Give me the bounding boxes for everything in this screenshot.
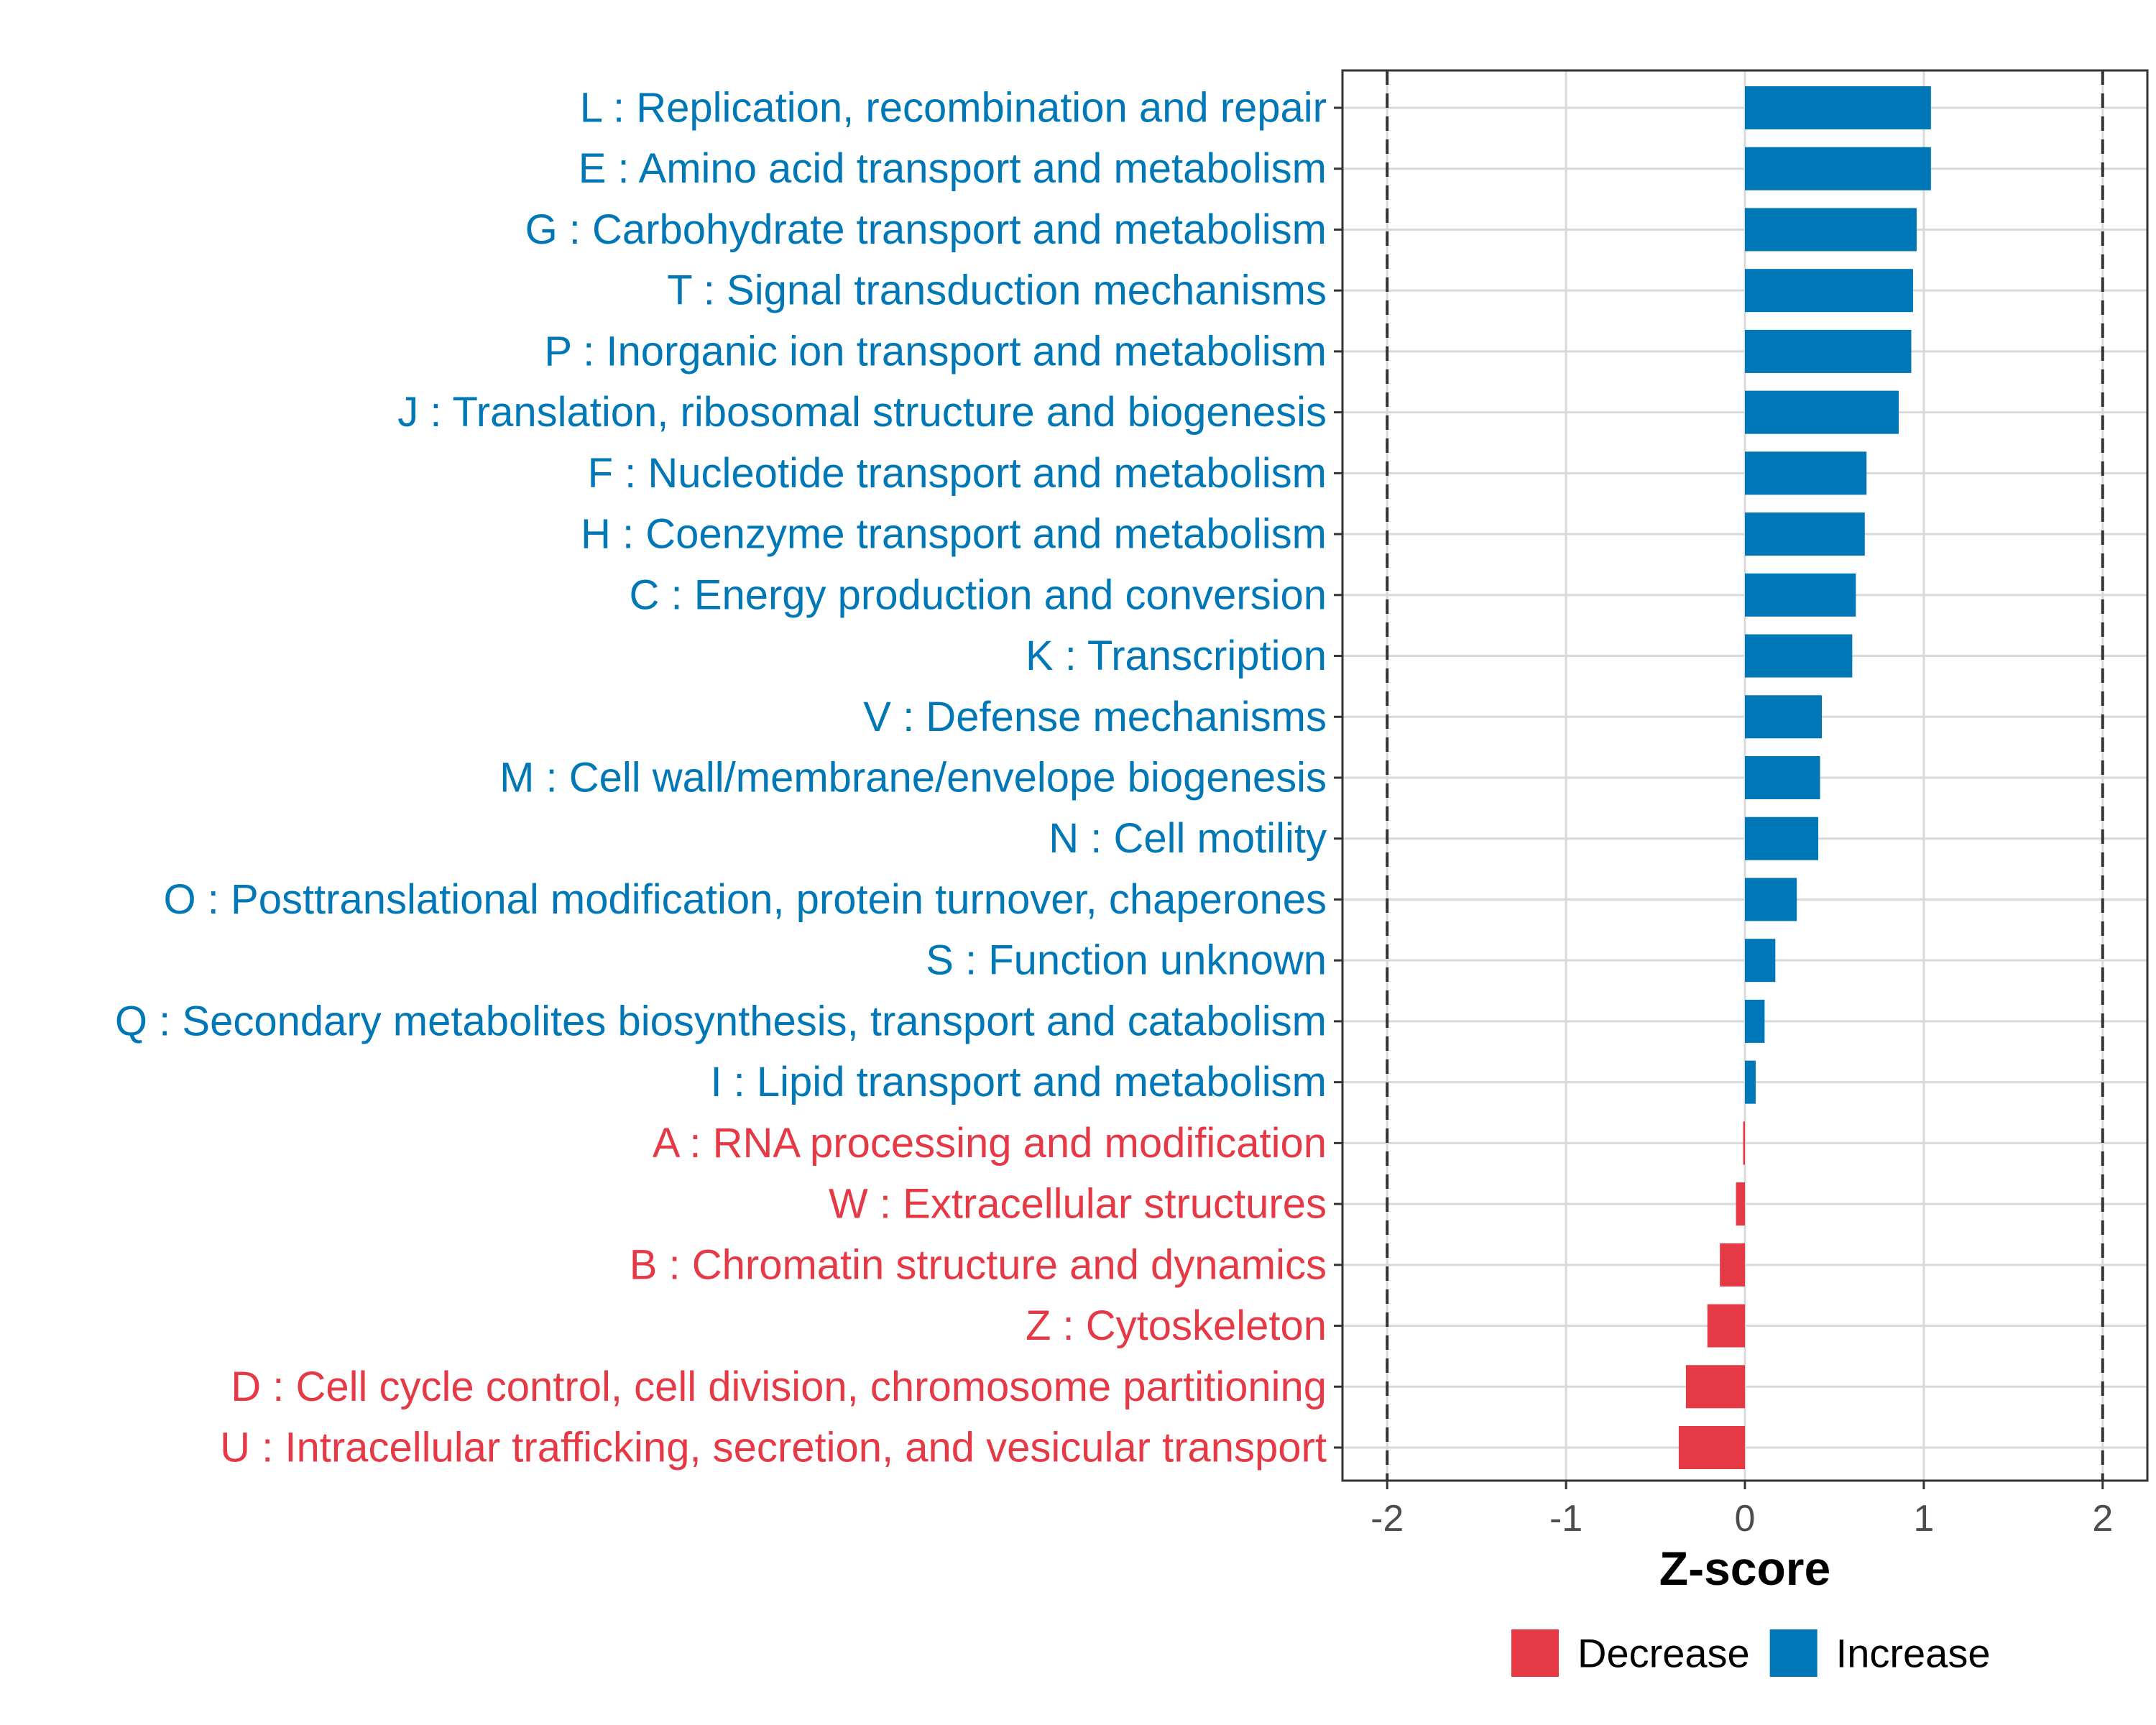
x-axis-title: Z-score: [1659, 1542, 1830, 1595]
category-label: V : Defense mechanisms: [863, 694, 1327, 740]
bar: [1745, 999, 1765, 1043]
bar: [1743, 1121, 1745, 1165]
category-label: H : Coenzyme transport and metabolism: [581, 511, 1327, 558]
bar: [1745, 512, 1865, 556]
x-tick-label: 0: [1735, 1498, 1756, 1540]
bar: [1745, 756, 1820, 799]
category-label: E : Amino acid transport and metabolism: [579, 145, 1327, 192]
category-label: K : Transcription: [1026, 632, 1327, 679]
bar: [1678, 1426, 1745, 1469]
bar: [1745, 390, 1899, 434]
category-label: T : Signal transduction mechanisms: [667, 267, 1327, 314]
bar: [1745, 816, 1819, 860]
bar: [1745, 573, 1856, 617]
legend-label: Decrease: [1577, 1631, 1750, 1676]
category-label: O : Posttranslational modification, prot…: [164, 876, 1327, 923]
category-label: I : Lipid transport and metabolism: [710, 1059, 1327, 1105]
bar: [1745, 147, 1931, 190]
bar: [1745, 634, 1853, 678]
category-label: L : Replication, recombination and repai…: [580, 85, 1327, 132]
bar: [1745, 208, 1917, 252]
bar: [1720, 1243, 1745, 1287]
bar: [1745, 878, 1797, 921]
category-label: G : Carbohydrate transport and metabolis…: [525, 206, 1327, 253]
category-label: N : Cell motility: [1049, 815, 1327, 862]
legend-label: Increase: [1836, 1631, 1991, 1676]
legend-swatch: [1511, 1629, 1559, 1677]
category-label: F : Nucleotide transport and metabolism: [588, 450, 1327, 497]
bar: [1745, 695, 1823, 739]
x-tick-label: -1: [1549, 1498, 1583, 1540]
category-label: C : Energy production and conversion: [630, 571, 1327, 618]
category-label: D : Cell cycle control, cell division, c…: [231, 1363, 1327, 1410]
legend-swatch: [1769, 1629, 1818, 1677]
x-tick-label: -2: [1370, 1498, 1404, 1540]
bar: [1736, 1182, 1745, 1226]
bar: [1745, 86, 1931, 129]
bar: [1745, 269, 1913, 313]
bar: [1685, 1365, 1745, 1409]
x-tick-label: 2: [2092, 1498, 2113, 1540]
reference-lines: [1386, 70, 2104, 1481]
category-label: J : Translation, ribosomal structure and…: [397, 389, 1327, 436]
category-label: B : Chromatin structure and dynamics: [630, 1241, 1327, 1288]
bar: [1745, 1060, 1756, 1104]
legend: Decrease Increase: [1511, 1629, 1990, 1677]
y-axis: L : Replication, recombination and repai…: [115, 85, 1342, 1471]
category-label: M : Cell wall/membrane/envelope biogenes…: [499, 755, 1327, 801]
x-tick-label: 1: [1913, 1498, 1934, 1540]
category-label: Z : Cytoskeleton: [1026, 1302, 1327, 1349]
category-label: S : Function unknown: [926, 937, 1327, 984]
bar-series: [1678, 86, 1931, 1469]
bar: [1707, 1304, 1745, 1348]
bar: [1745, 939, 1776, 983]
bar: [1745, 451, 1867, 495]
bar: [1745, 329, 1912, 373]
category-label: W : Extracellular structures: [829, 1181, 1327, 1228]
x-axis: -2 -1 0 1 2: [1370, 1481, 2113, 1540]
category-label: P : Inorganic ion transport and metaboli…: [544, 328, 1327, 374]
category-label: A : RNA processing and modification: [653, 1120, 1327, 1167]
category-label: Q : Secondary metabolites biosynthesis, …: [115, 998, 1327, 1044]
category-label: U : Intracellular trafficking, secretion…: [220, 1425, 1327, 1471]
